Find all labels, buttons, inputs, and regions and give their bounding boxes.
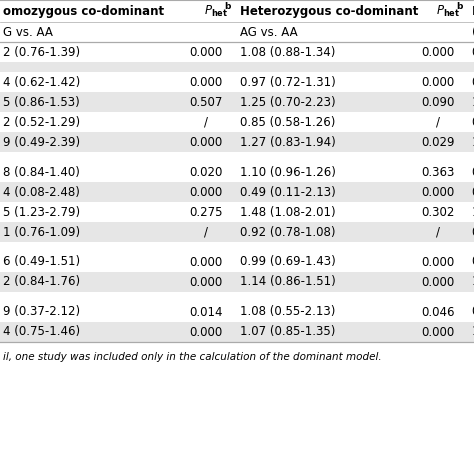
Bar <box>0 222 474 242</box>
Text: 8 (0.84-1.40): 8 (0.84-1.40) <box>3 165 80 179</box>
Text: AG vs. AA: AG vs. AA <box>240 26 298 38</box>
Bar <box>0 272 474 292</box>
Text: 4 (0.75-1.46): 4 (0.75-1.46) <box>3 326 80 338</box>
Text: 1.25 (0.70-2.23): 1.25 (0.70-2.23) <box>240 95 336 109</box>
Text: 0.89 (0.5: 0.89 (0.5 <box>472 116 474 128</box>
Text: 2 (0.84-1.76): 2 (0.84-1.76) <box>3 275 80 289</box>
Text: 0.49 (0.11-2.13): 0.49 (0.11-2.13) <box>240 185 336 199</box>
Text: 9 (0.37-2.12): 9 (0.37-2.12) <box>3 306 80 319</box>
Text: G vs. AA: G vs. AA <box>3 26 53 38</box>
Bar <box>0 22 474 42</box>
Text: 5 (0.86-1.53): 5 (0.86-1.53) <box>3 95 80 109</box>
Text: 0.302: 0.302 <box>421 206 455 219</box>
Text: 1.07 (0.85-1.35): 1.07 (0.85-1.35) <box>240 326 336 338</box>
Text: 2 (0.76-1.39): 2 (0.76-1.39) <box>3 46 80 58</box>
Text: 1.08 (0.55-2.13): 1.08 (0.55-2.13) <box>240 306 336 319</box>
Bar <box>0 302 474 322</box>
Bar <box>0 62 474 72</box>
Text: 1.09 (0.8: 1.09 (0.8 <box>472 95 474 109</box>
Text: 0.97 (0.8: 0.97 (0.8 <box>472 226 474 238</box>
Text: $\mathit{P}_\mathregular{het}$: $\mathit{P}_\mathregular{het}$ <box>436 3 460 18</box>
Bar <box>0 42 474 62</box>
Text: 0.000: 0.000 <box>190 275 223 289</box>
Text: 0.000: 0.000 <box>421 75 455 89</box>
Bar <box>0 72 474 92</box>
Text: (GG vs. A: (GG vs. A <box>472 26 474 38</box>
Text: 0.95 (0.7: 0.95 (0.7 <box>472 75 474 89</box>
Text: 1.02 (0.8: 1.02 (0.8 <box>472 326 474 338</box>
Text: 1.08 (0.88-1.34): 1.08 (0.88-1.34) <box>240 46 336 58</box>
Text: 1.27 (0.83-1.94): 1.27 (0.83-1.94) <box>240 136 336 148</box>
Text: 5 (1.23-2.79): 5 (1.23-2.79) <box>3 206 80 219</box>
Text: 0.98 (0.8: 0.98 (0.8 <box>472 46 474 58</box>
Text: 0.99 (0.69-1.43): 0.99 (0.69-1.43) <box>240 255 336 268</box>
Text: /: / <box>436 116 440 128</box>
Bar <box>0 112 474 132</box>
Bar <box>0 242 474 252</box>
Text: b: b <box>456 1 462 10</box>
Text: 0.090: 0.090 <box>421 95 455 109</box>
Bar <box>0 0 474 22</box>
Text: 0.020: 0.020 <box>189 165 223 179</box>
Text: 9 (0.49-2.39): 9 (0.49-2.39) <box>3 136 80 148</box>
Text: 0.000: 0.000 <box>190 185 223 199</box>
Text: 0.000: 0.000 <box>421 46 455 58</box>
Text: 1.48 (1.08-2.01): 1.48 (1.08-2.01) <box>240 206 336 219</box>
Bar <box>0 92 474 112</box>
Text: 1.14 (0.86-1.51): 1.14 (0.86-1.51) <box>240 275 336 289</box>
Text: 0.046: 0.046 <box>421 306 455 319</box>
Bar <box>0 132 474 152</box>
Text: 0.79 (0.4: 0.79 (0.4 <box>472 185 474 199</box>
Text: 0.000: 0.000 <box>421 255 455 268</box>
Text: omozygous co-dominant: omozygous co-dominant <box>3 4 164 18</box>
Bar <box>0 292 474 302</box>
Text: 1.10 (0.96-1.26): 1.10 (0.96-1.26) <box>240 165 336 179</box>
Bar <box>0 202 474 222</box>
Text: b: b <box>224 1 230 10</box>
Text: 0.89 (0.6: 0.89 (0.6 <box>472 255 474 268</box>
Bar <box>0 162 474 182</box>
Text: /: / <box>204 116 208 128</box>
Text: 0.000: 0.000 <box>421 275 455 289</box>
Text: 4 (0.62-1.42): 4 (0.62-1.42) <box>3 75 80 89</box>
Text: 0.98 (0.7: 0.98 (0.7 <box>472 165 474 179</box>
Text: 1.48 (1.0: 1.48 (1.0 <box>472 206 474 219</box>
Text: il, one study was included only in the calculation of the dominant model.: il, one study was included only in the c… <box>3 352 382 362</box>
Text: 1.12 (0.9: 1.12 (0.9 <box>472 275 474 289</box>
Text: Heterozygous co-dominant: Heterozygous co-dominant <box>240 4 419 18</box>
Text: 0.92 (0.78-1.08): 0.92 (0.78-1.08) <box>240 226 336 238</box>
Text: 0.000: 0.000 <box>190 255 223 268</box>
Text: 0.363: 0.363 <box>421 165 455 179</box>
Text: 0.000: 0.000 <box>421 185 455 199</box>
Text: Recessiv: Recessiv <box>472 4 474 18</box>
Text: 0.014: 0.014 <box>189 306 223 319</box>
Bar <box>0 152 474 162</box>
Text: 0.000: 0.000 <box>190 326 223 338</box>
Text: 1 (0.76-1.09): 1 (0.76-1.09) <box>3 226 80 238</box>
Text: 0.000: 0.000 <box>190 75 223 89</box>
Text: 4 (0.08-2.48): 4 (0.08-2.48) <box>3 185 80 199</box>
Text: 0.84 (0.5: 0.84 (0.5 <box>472 306 474 319</box>
Text: 0.275: 0.275 <box>189 206 223 219</box>
Text: /: / <box>204 226 208 238</box>
Bar <box>0 182 474 202</box>
Text: 0.029: 0.029 <box>421 136 455 148</box>
Text: 2 (0.52-1.29): 2 (0.52-1.29) <box>3 116 80 128</box>
Text: 0.97 (0.72-1.31): 0.97 (0.72-1.31) <box>240 75 336 89</box>
Text: 6 (0.49-1.51): 6 (0.49-1.51) <box>3 255 80 268</box>
Text: 0.85 (0.58-1.26): 0.85 (0.58-1.26) <box>240 116 336 128</box>
Text: 1.04 (0.6: 1.04 (0.6 <box>472 136 474 148</box>
Text: 0.507: 0.507 <box>189 95 223 109</box>
Text: /: / <box>436 226 440 238</box>
Text: 0.000: 0.000 <box>421 326 455 338</box>
Bar <box>0 252 474 272</box>
Text: 0.000: 0.000 <box>190 136 223 148</box>
Bar <box>0 322 474 342</box>
Text: $\mathit{P}_\mathregular{het}$: $\mathit{P}_\mathregular{het}$ <box>204 3 228 18</box>
Text: 0.000: 0.000 <box>190 46 223 58</box>
